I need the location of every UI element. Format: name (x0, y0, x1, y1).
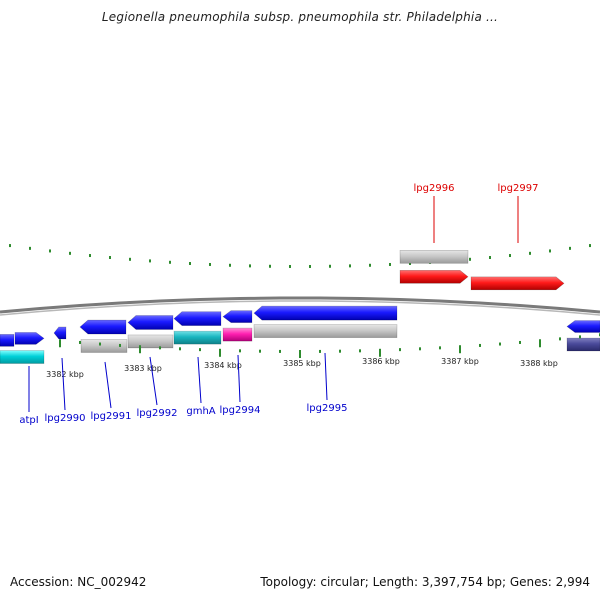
gene-label-lpg2990[interactable]: lpg2990 (45, 413, 86, 424)
feature-cyan (0, 350, 45, 364)
gene-label-lpg2994[interactable]: lpg2994 (220, 405, 261, 416)
scale-tick-label: 3384 kbp (204, 361, 242, 370)
scale-tick-label: 3383 kbp (124, 364, 162, 373)
gene-label-lpg2991[interactable]: lpg2991 (91, 411, 132, 422)
leader-line (61, 357, 66, 411)
gene-label-gmhA[interactable]: gmhA (186, 406, 215, 417)
feature-magenta (222, 327, 253, 342)
scale-tick-label: 3382 kbp (46, 370, 84, 379)
feature-atpI (14, 332, 45, 345)
accession-text: Accession: NC_002942 (10, 575, 147, 589)
backbone-line (0, 296, 600, 314)
leader-line (149, 356, 158, 406)
gene-label-atpI[interactable]: atpI (19, 415, 38, 426)
gene-label-lpg2996[interactable]: lpg2996 (414, 183, 455, 194)
feature-gray-2 (127, 334, 174, 349)
feature-blue (0, 334, 15, 347)
leader-line (237, 354, 241, 403)
feature-lpg2996 (399, 269, 469, 284)
feature-gmhA (173, 311, 222, 326)
scale-tick-label: 3387 kbp (441, 357, 479, 366)
gene-label-lpg2995[interactable]: lpg2995 (307, 403, 348, 414)
feature-teal (173, 330, 222, 345)
feature-lpg2990 (53, 326, 67, 340)
feature-gray-upper (399, 249, 469, 264)
scale-tick-label: 3386 kbp (362, 357, 400, 366)
feature-lpg2991 (79, 319, 127, 335)
topology-summary: Topology: circular; Length: 3,397,754 bp… (260, 575, 590, 589)
feature-right-blue (566, 320, 600, 333)
scale-tick-label: 3385 kbp (283, 359, 321, 368)
leader-line (197, 356, 202, 404)
gene-label-lpg2997[interactable]: lpg2997 (498, 183, 539, 194)
feature-lpg2995 (253, 305, 398, 321)
feature-lpg2997 (470, 276, 565, 291)
backbone-shadow (0, 300, 600, 316)
leader-line (324, 352, 328, 401)
scale-tick-label: 3388 kbp (520, 359, 558, 368)
feature-gray-1 (80, 339, 128, 353)
feature-gray-3 (253, 324, 398, 338)
feature-lpg2992 (127, 315, 174, 330)
map-title: Legionella pneumophila subsp. pneumophil… (101, 10, 499, 24)
feature-navy (566, 337, 600, 352)
feature-lpg2994 (222, 310, 253, 323)
gene-label-lpg2992[interactable]: lpg2992 (137, 408, 178, 419)
leader-line (104, 361, 112, 409)
